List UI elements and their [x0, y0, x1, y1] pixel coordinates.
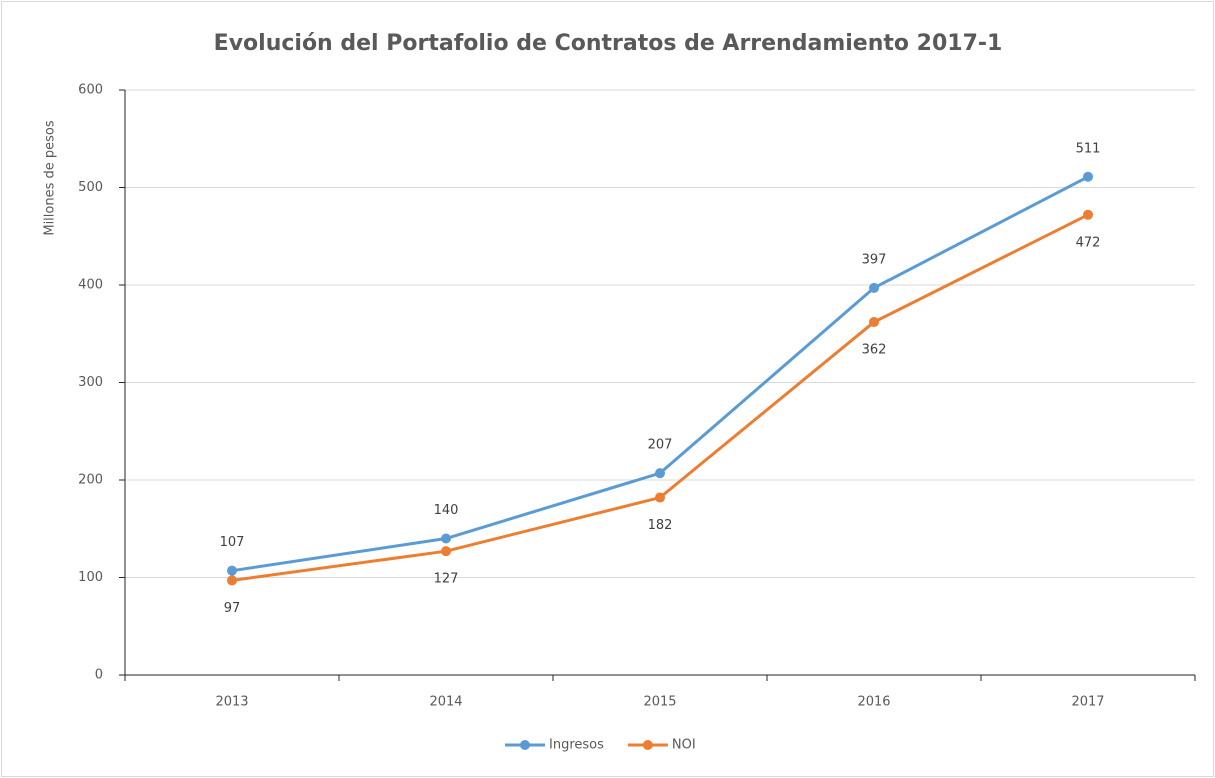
chart-title: Evolución del Portafolio de Contratos de…: [214, 31, 1003, 56]
legend-marker: [642, 740, 653, 750]
legend-marker: [520, 740, 530, 750]
data-label: 397: [862, 252, 887, 267]
y-tick-label: 600: [78, 83, 103, 98]
marker: [869, 317, 879, 328]
y-tick-label: 400: [78, 278, 103, 293]
y-tick-label: 200: [78, 473, 103, 488]
data-label: 140: [434, 503, 459, 518]
y-tick-label: 0: [95, 668, 103, 683]
marker: [1083, 171, 1093, 182]
legend-label: NOI: [672, 738, 696, 753]
x-tick-label: 2013: [215, 695, 248, 710]
x-tick-label: 2016: [857, 695, 890, 710]
marker: [227, 575, 237, 586]
y-axis-label: Millones de pesos: [43, 120, 58, 236]
marker: [655, 468, 665, 479]
marker: [441, 533, 451, 544]
data-label: 97: [224, 601, 241, 616]
marker: [655, 492, 665, 503]
data-label: 107: [220, 535, 245, 550]
x-tick-label: 2017: [1071, 695, 1104, 710]
x-tick-label: 2014: [429, 695, 462, 710]
data-label: 207: [648, 438, 673, 453]
y-tick-label: 300: [78, 375, 103, 390]
marker: [441, 546, 451, 557]
marker: [869, 282, 879, 293]
y-tick-label: 500: [78, 180, 103, 195]
data-label: 472: [1076, 235, 1101, 250]
marker: [227, 565, 237, 576]
y-tick-label: 100: [78, 570, 103, 585]
marker: [1083, 209, 1093, 220]
legend-label: Ingresos: [549, 738, 604, 753]
data-label: 362: [862, 343, 887, 358]
data-label: 182: [648, 518, 673, 533]
x-tick-label: 2015: [643, 695, 676, 710]
data-label: 127: [434, 572, 459, 587]
data-label: 511: [1076, 141, 1101, 156]
